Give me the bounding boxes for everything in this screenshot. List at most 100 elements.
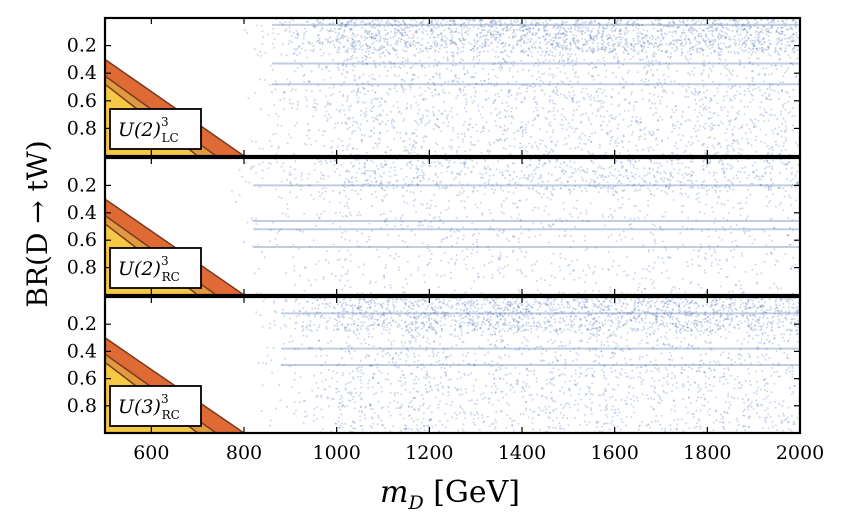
scatter-point bbox=[686, 19, 689, 22]
scatter-point bbox=[595, 282, 598, 285]
scatter-point bbox=[552, 109, 555, 112]
scatter-point bbox=[793, 50, 796, 53]
scatter-point bbox=[616, 61, 619, 64]
scatter-point bbox=[364, 169, 367, 172]
scatter-point bbox=[490, 260, 493, 263]
scatter-point bbox=[430, 33, 433, 36]
scatter-point bbox=[616, 20, 619, 23]
scatter-point bbox=[327, 38, 329, 40]
scatter-point bbox=[662, 90, 665, 93]
scatter-point bbox=[765, 111, 768, 114]
scatter-point bbox=[445, 42, 448, 45]
scatter-point bbox=[401, 214, 404, 217]
scatter-point bbox=[573, 23, 575, 26]
scatter-point bbox=[519, 92, 522, 95]
scatter-point bbox=[350, 104, 353, 107]
scatter-point bbox=[611, 30, 614, 33]
scatter-point bbox=[357, 87, 360, 90]
scatter-point bbox=[546, 188, 548, 191]
scatter-point bbox=[789, 110, 792, 113]
scatter-point bbox=[401, 34, 403, 37]
scatter-point bbox=[531, 124, 534, 127]
scatter-point bbox=[717, 124, 720, 127]
scatter-point bbox=[485, 33, 488, 36]
scatter-point bbox=[697, 20, 700, 23]
scatter-point bbox=[630, 44, 633, 47]
scatter-point bbox=[268, 139, 271, 142]
scatter-point bbox=[675, 105, 678, 107]
scatter-point bbox=[294, 36, 297, 39]
scatter-point bbox=[537, 29, 540, 32]
scatter-point bbox=[654, 19, 656, 22]
scatter-point bbox=[701, 49, 704, 52]
scatter-point bbox=[553, 188, 556, 191]
scatter-point bbox=[329, 147, 332, 149]
scatter-point bbox=[440, 33, 443, 36]
scatter-point bbox=[434, 172, 437, 175]
scatter-point bbox=[570, 86, 573, 89]
scatter-point bbox=[634, 190, 637, 193]
scatter-point bbox=[670, 173, 673, 176]
scatter-point bbox=[346, 71, 349, 74]
scatter-point bbox=[329, 102, 332, 105]
scatter-point bbox=[724, 67, 727, 70]
scatter-point bbox=[383, 212, 385, 215]
scatter-point bbox=[451, 20, 454, 23]
scatter-point bbox=[491, 255, 494, 258]
scatter-point bbox=[746, 138, 749, 141]
scatter-point bbox=[406, 72, 408, 75]
scatter-point bbox=[487, 73, 490, 76]
scatter-point bbox=[778, 126, 781, 129]
scatter-point bbox=[672, 39, 675, 42]
scatter-point bbox=[743, 105, 746, 108]
scatter-point bbox=[743, 50, 745, 53]
scatter-point bbox=[638, 135, 640, 138]
scatter-point bbox=[531, 45, 534, 48]
scatter-point bbox=[589, 202, 592, 205]
scatter-point bbox=[512, 236, 515, 238]
scatter-point bbox=[376, 143, 379, 145]
scatter-point bbox=[612, 117, 614, 120]
scatter-point bbox=[381, 120, 384, 123]
scatter-point bbox=[498, 266, 501, 269]
scatter-point bbox=[767, 185, 770, 188]
scatter-point bbox=[472, 76, 475, 79]
scatter-point bbox=[626, 21, 629, 24]
scatter-point bbox=[734, 117, 737, 120]
scatter-point bbox=[662, 25, 665, 28]
scatter-point bbox=[633, 183, 636, 186]
scatter-point bbox=[743, 27, 746, 30]
scatter-point bbox=[531, 144, 534, 147]
scatter-point bbox=[322, 130, 325, 133]
scatter-point bbox=[614, 49, 616, 52]
scatter-point bbox=[652, 51, 655, 54]
scatter-point bbox=[757, 74, 760, 77]
scatter-point bbox=[487, 152, 490, 155]
scatter-point bbox=[372, 127, 375, 129]
scatter-point bbox=[554, 46, 557, 48]
scatter-point bbox=[694, 130, 697, 133]
scatter-point bbox=[796, 49, 799, 51]
scatter-point bbox=[372, 169, 374, 172]
scatter-point bbox=[731, 85, 734, 88]
scatter-point bbox=[763, 48, 766, 51]
scatter-point bbox=[329, 28, 332, 31]
scatter-point bbox=[694, 44, 697, 47]
scatter-point bbox=[781, 90, 783, 93]
scatter-point bbox=[397, 25, 400, 28]
scatter-point bbox=[373, 97, 376, 100]
scatter-point bbox=[564, 170, 567, 173]
scatter-point bbox=[364, 43, 367, 46]
scatter-point bbox=[793, 39, 795, 42]
scatter-point bbox=[647, 265, 650, 267]
scatter-point bbox=[289, 166, 292, 168]
scatter-point bbox=[629, 160, 632, 163]
scatter-point bbox=[294, 177, 297, 180]
scatter-point bbox=[495, 233, 498, 236]
scatter-point bbox=[597, 30, 600, 33]
scatter-point bbox=[365, 37, 368, 40]
scatter-point bbox=[499, 20, 501, 23]
scatter-point bbox=[624, 109, 626, 112]
scatter-point bbox=[627, 274, 629, 277]
scatter-point bbox=[433, 84, 436, 87]
